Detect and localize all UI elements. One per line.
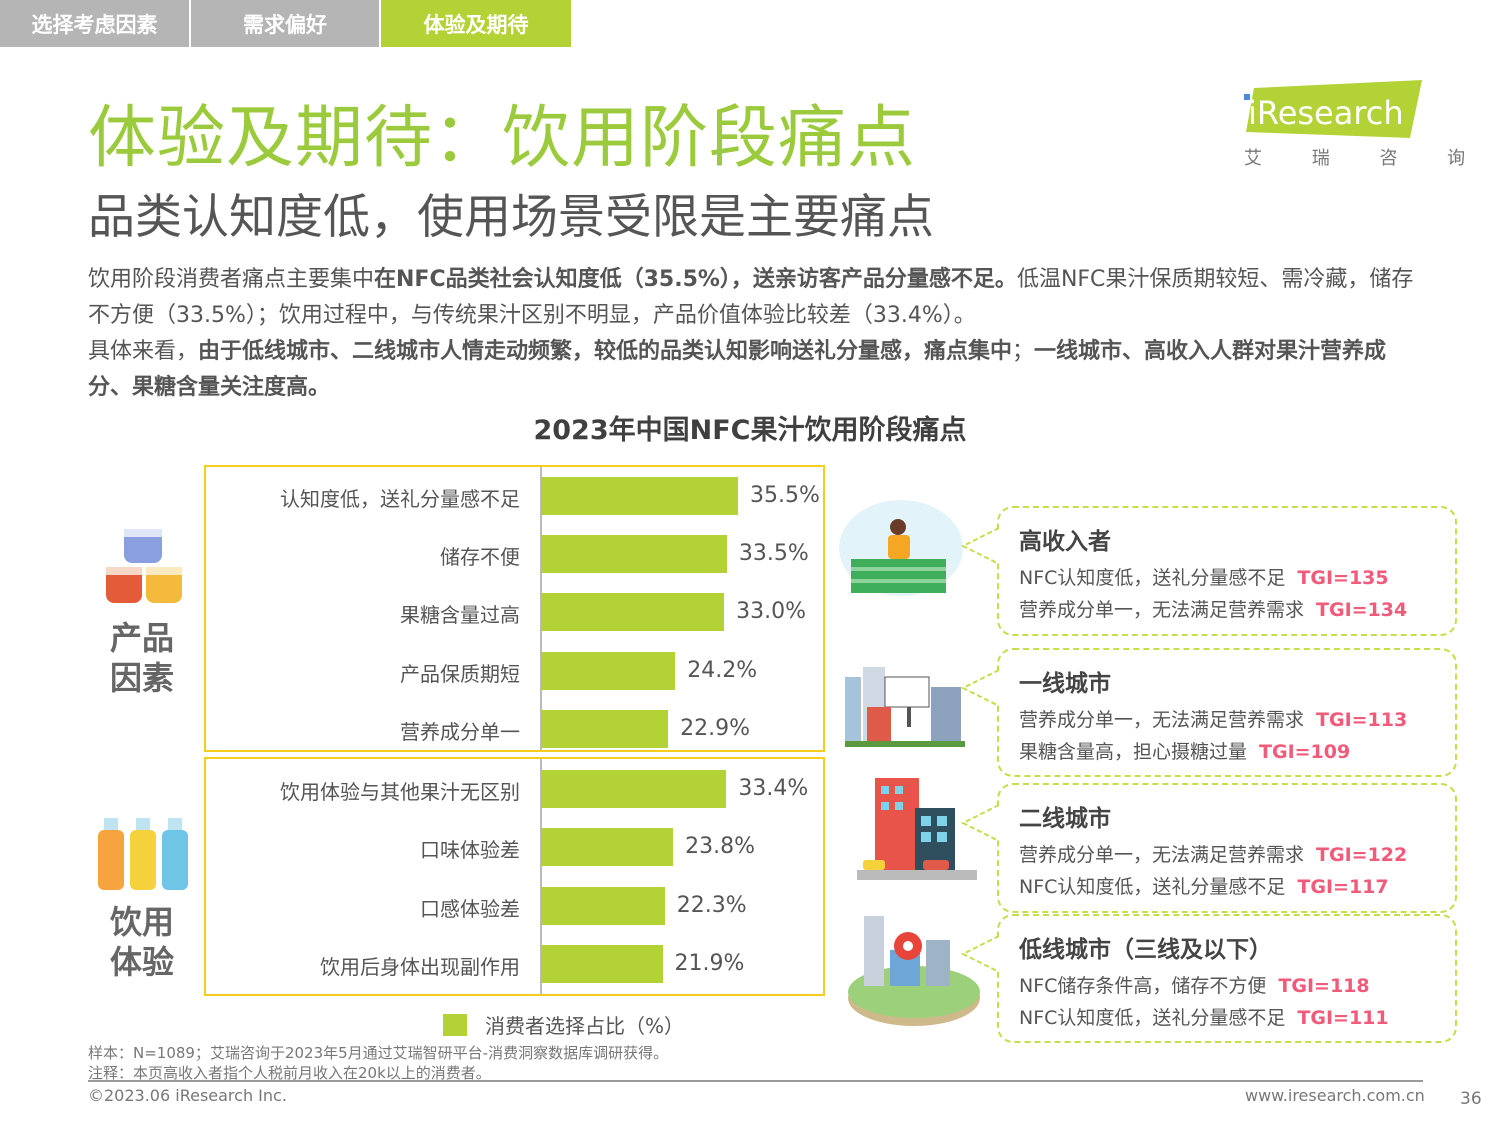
segment-line: NFC储存条件高，储存不方便 TGI=118 bbox=[1019, 975, 1370, 997]
segment-card: 二线城市营养成分单一，无法满足营养需求 TGI=122 NFC认知度低，送礼分量感不… bbox=[961, 783, 1457, 913]
bar-row: 饮用后身体出现副作用 21.9% bbox=[204, 943, 844, 983]
sample-note: 样本：N=1089；艾瑞咨询于2023年5月通过艾瑞智研平台-消费洞察数据库调研… bbox=[88, 1044, 669, 1062]
bar-label: 营养成分单一 bbox=[400, 720, 520, 744]
tgi-value: TGI=134 bbox=[1316, 599, 1408, 621]
group-label-experience: 饮用 体验 bbox=[110, 903, 175, 981]
bar-label: 储存不便 bbox=[440, 545, 520, 569]
bar-label: 产品保质期短 bbox=[400, 662, 520, 686]
website-url: www.iresearch.com.cn bbox=[1245, 1086, 1425, 1105]
bar-value: 33.0% bbox=[736, 599, 807, 624]
experience-box bbox=[204, 757, 825, 996]
callout-pointer bbox=[961, 804, 1000, 842]
logo-cn-text: 艾 瑞 咨 询 bbox=[1244, 148, 1488, 169]
summary-text: 饮用阶段消费者痛点主要集中在NFC品类社会认知度低（35.5%），送亲访客产品分… bbox=[88, 267, 1414, 400]
svg-text:iResearch: iResearch bbox=[1248, 94, 1404, 132]
bar-label: 饮用后身体出现副作用 bbox=[320, 955, 520, 979]
segment-line: 营养成分单一，无法满足营养需求 TGI=134 bbox=[1019, 599, 1408, 621]
high-income-illustration bbox=[839, 500, 963, 596]
bar-value: 33.4% bbox=[738, 776, 809, 801]
segment-line: 营养成分单一，无法满足营养需求 TGI=113 bbox=[1019, 709, 1408, 731]
bar bbox=[541, 593, 725, 631]
bar bbox=[541, 828, 674, 866]
bar-value: 23.8% bbox=[685, 834, 755, 859]
bar-row: 营养成分单一 22.9% bbox=[204, 708, 844, 748]
footnote: 注释：本页高收入者指个人税前月收入在20k以上的消费者。 bbox=[88, 1064, 491, 1082]
segment-line: NFC认知度低，送礼分量感不足 TGI=135 bbox=[1019, 567, 1389, 589]
callout-pointer bbox=[961, 935, 1000, 973]
bar-row: 饮用体验与其他果汁无区别 33.4% bbox=[204, 768, 844, 808]
bar bbox=[541, 652, 676, 690]
page-title: 体验及期待：饮用阶段痛点 bbox=[88, 99, 917, 178]
bar-label: 口感体验差 bbox=[420, 897, 520, 921]
segment-line: NFC认知度低，送礼分量感不足 TGI=111 bbox=[1019, 1007, 1389, 1029]
bar bbox=[541, 710, 669, 748]
tier2-city-illustration bbox=[857, 778, 977, 880]
jam-jars-icon bbox=[106, 529, 182, 603]
bar-label: 口味体验差 bbox=[420, 838, 520, 862]
segment-line: NFC认知度低，送礼分量感不足 TGI=117 bbox=[1019, 876, 1389, 898]
product-factors-box bbox=[204, 465, 825, 752]
bar-row: 产品保质期短 24.2% bbox=[204, 650, 844, 690]
bar-value: 24.2% bbox=[687, 658, 758, 683]
tab-demand-preference[interactable]: 需求偏好 bbox=[191, 0, 379, 47]
bar-value: 21.9% bbox=[674, 951, 745, 976]
bar bbox=[541, 945, 663, 983]
bar-value: 33.5% bbox=[738, 541, 809, 566]
chart-title: 2023年中国NFC果汁饮用阶段痛点 bbox=[533, 415, 967, 446]
tgi-value: TGI=118 bbox=[1278, 975, 1370, 997]
bar-row: 口感体验差 22.3% bbox=[204, 885, 844, 925]
footer-divider bbox=[88, 1080, 1423, 1082]
lower-tier-city-illustration bbox=[848, 916, 980, 1026]
tgi-value: TGI=113 bbox=[1316, 709, 1408, 731]
segment-title: 高收入者 bbox=[1019, 529, 1111, 555]
legend-swatch bbox=[443, 1013, 467, 1036]
chart-axis bbox=[540, 759, 542, 994]
bar bbox=[541, 535, 727, 573]
bar-label: 饮用体验与其他果汁无区别 bbox=[280, 780, 520, 804]
segment-title: 二线城市 bbox=[1019, 806, 1111, 832]
page-subtitle: 品类认知度低，使用场景受限是主要痛点 bbox=[88, 190, 934, 245]
tgi-value: TGI=109 bbox=[1259, 741, 1351, 763]
segment-line: 营养成分单一，无法满足营养需求 TGI=122 bbox=[1019, 844, 1408, 866]
bar bbox=[541, 477, 739, 515]
bar-label: 认知度低，送礼分量感不足 bbox=[280, 487, 520, 511]
juice-bottles-icon bbox=[98, 818, 188, 890]
bar-row: 认知度低，送礼分量感不足 35.5% bbox=[204, 475, 844, 515]
bar-row: 口味体验差 23.8% bbox=[204, 826, 844, 866]
iresearch-logo: iResearch 艾 瑞 咨 询 bbox=[1240, 80, 1465, 170]
segment-title: 低线城市（三线及以下） bbox=[1019, 937, 1272, 963]
group-label-product: 产品 因素 bbox=[110, 619, 175, 697]
tier1-city-illustration bbox=[845, 667, 965, 747]
bar-value: 22.9% bbox=[680, 716, 750, 741]
bar-row: 果糖含量过高 33.0% bbox=[204, 591, 844, 631]
segment-title: 一线城市 bbox=[1019, 671, 1111, 697]
tgi-value: TGI=122 bbox=[1316, 844, 1408, 866]
tgi-value: TGI=117 bbox=[1297, 876, 1389, 898]
bar-value: 35.5% bbox=[750, 483, 820, 508]
bar bbox=[541, 770, 727, 808]
page-number: 36 bbox=[1460, 1089, 1482, 1109]
callout-pointer bbox=[961, 527, 1000, 565]
copyright: ©2023.06 iResearch Inc. bbox=[88, 1086, 287, 1105]
legend-label: 消费者选择占比（%） bbox=[485, 1014, 685, 1038]
chart-legend: 消费者选择占比（%） bbox=[443, 1010, 684, 1039]
tgi-value: TGI=111 bbox=[1297, 1007, 1389, 1029]
tab-selection-factors[interactable]: 选择考虑因素 bbox=[0, 0, 189, 47]
segment-card: 高收入者 NFC认知度低，送礼分量感不足 TGI=135 营养成分单一，无法满足营养需… bbox=[961, 506, 1457, 636]
segment-card: 低线城市（三线及以下） NFC储存条件高，储存不方便 TGI=118 NFC认知度低，… bbox=[961, 914, 1457, 1043]
callout-pointer bbox=[961, 669, 1000, 707]
tgi-value: TGI=135 bbox=[1297, 567, 1389, 589]
bar-label: 果糖含量过高 bbox=[400, 603, 520, 627]
bar bbox=[541, 887, 665, 925]
segment-line: 果糖含量高，担心摄糖过量 TGI=109 bbox=[1019, 741, 1351, 763]
bar-value: 22.3% bbox=[676, 893, 747, 918]
bar-row: 储存不便 33.5% bbox=[204, 533, 844, 573]
segment-card: 一线城市营养成分单一，无法满足营养需求 TGI=113 果糖含量高，担心摄糖过量 TG… bbox=[961, 648, 1457, 777]
tab-experience-expectation[interactable]: 体验及期待 bbox=[381, 0, 571, 47]
